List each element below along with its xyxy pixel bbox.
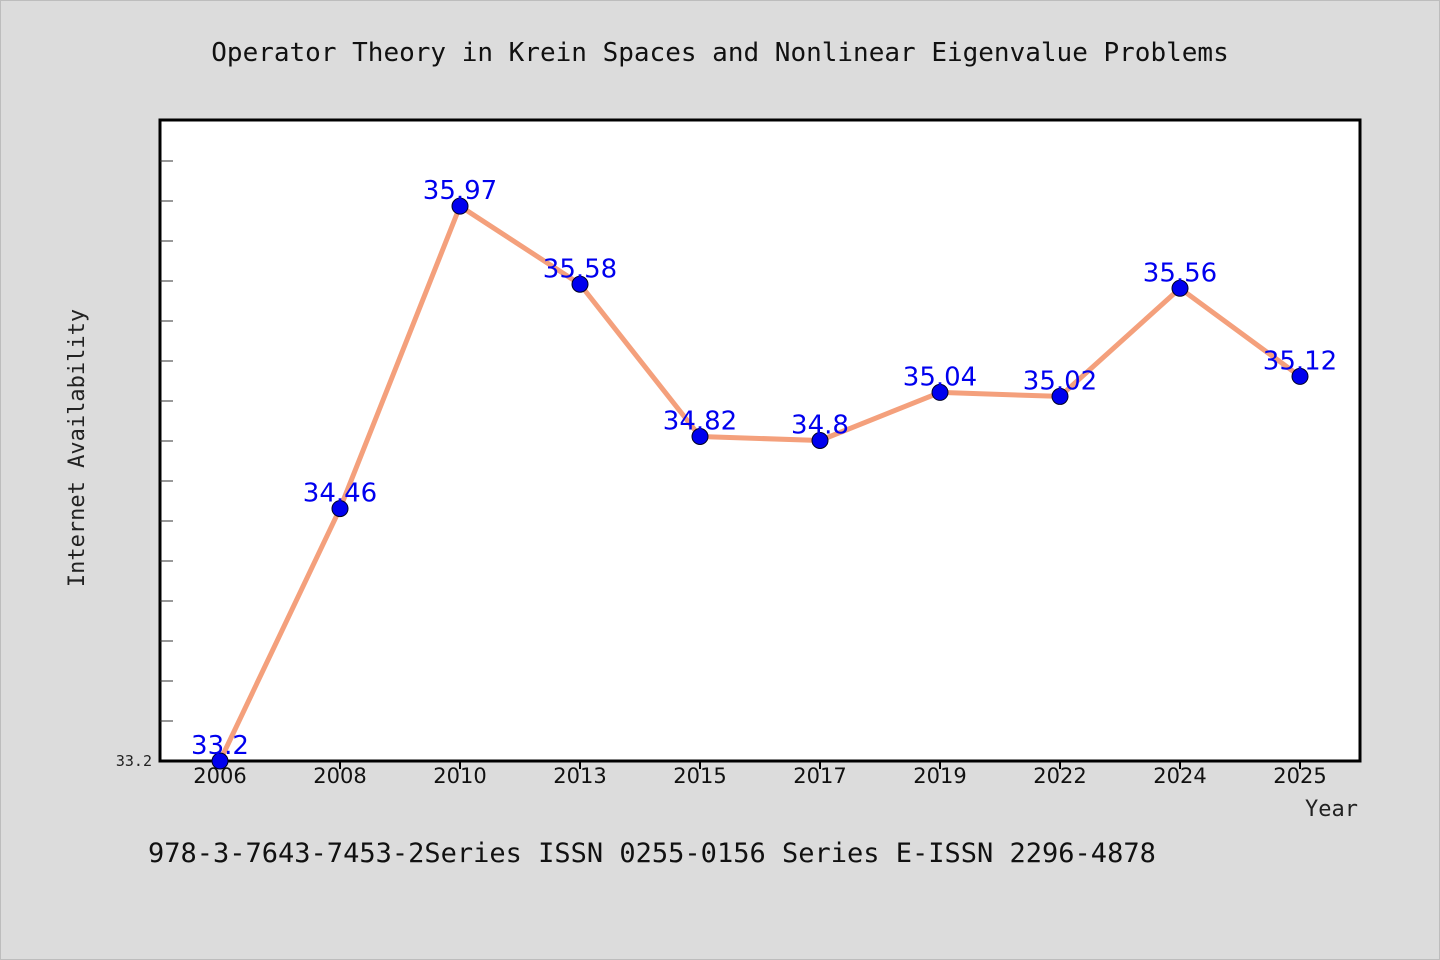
y-minor-ticks — [160, 160, 173, 722]
y-axis-label: Internet Availability — [65, 309, 90, 587]
chart-title: Operator Theory in Krein Spaces and Nonl… — [211, 38, 1228, 68]
data-label: 34.82 — [663, 406, 737, 436]
data-point — [1051, 387, 1069, 405]
series-line — [217, 203, 1303, 764]
data-point — [451, 197, 469, 215]
x-tick-label: 2013 — [553, 764, 606, 788]
data-label: 33.2 — [191, 731, 249, 761]
x-tick-label: 2015 — [673, 764, 726, 788]
x-tick-label: 2019 — [913, 764, 966, 788]
series-group: 33.2 34.46 35.97 35.58 34.82 34.8 35.04 35.02 35… — [191, 176, 1337, 770]
data-label: 34.46 — [303, 479, 377, 509]
data-point — [691, 427, 709, 445]
data-label: 35.04 — [903, 362, 977, 392]
x-tick-label: 2024 — [1153, 764, 1206, 788]
x-axis-label: Year — [1305, 797, 1358, 822]
x-tick-label: 2017 — [793, 764, 846, 788]
x-tick-label: 2010 — [433, 764, 486, 788]
data-point — [331, 500, 349, 518]
footer-text: 978-3-7643-7453-2Series ISSN 0255-0156 S… — [148, 838, 1156, 869]
x-tick-label: 2008 — [313, 764, 366, 788]
data-label: 35.02 — [1023, 366, 1097, 396]
plot-area — [158, 118, 1362, 763]
data-label: 35.12 — [1263, 346, 1337, 376]
data-point — [931, 383, 949, 401]
data-point — [211, 752, 229, 770]
data-label: 35.97 — [423, 176, 497, 206]
data-label: 35.58 — [543, 254, 617, 284]
data-label: 34.8 — [791, 411, 849, 441]
y-tick-label: 33.2 — [116, 752, 152, 770]
data-label: 35.56 — [1143, 258, 1217, 288]
data-point — [811, 432, 829, 449]
data-point — [1171, 279, 1189, 297]
data-point — [1291, 367, 1309, 385]
data-point — [571, 275, 589, 293]
x-tick-label: 2022 — [1033, 764, 1086, 788]
x-ticks: 2006 2008 2010 2013 2015 2017 2019 2022 2024 2025 — [193, 761, 1327, 788]
x-tick-label: 2025 — [1273, 764, 1326, 788]
